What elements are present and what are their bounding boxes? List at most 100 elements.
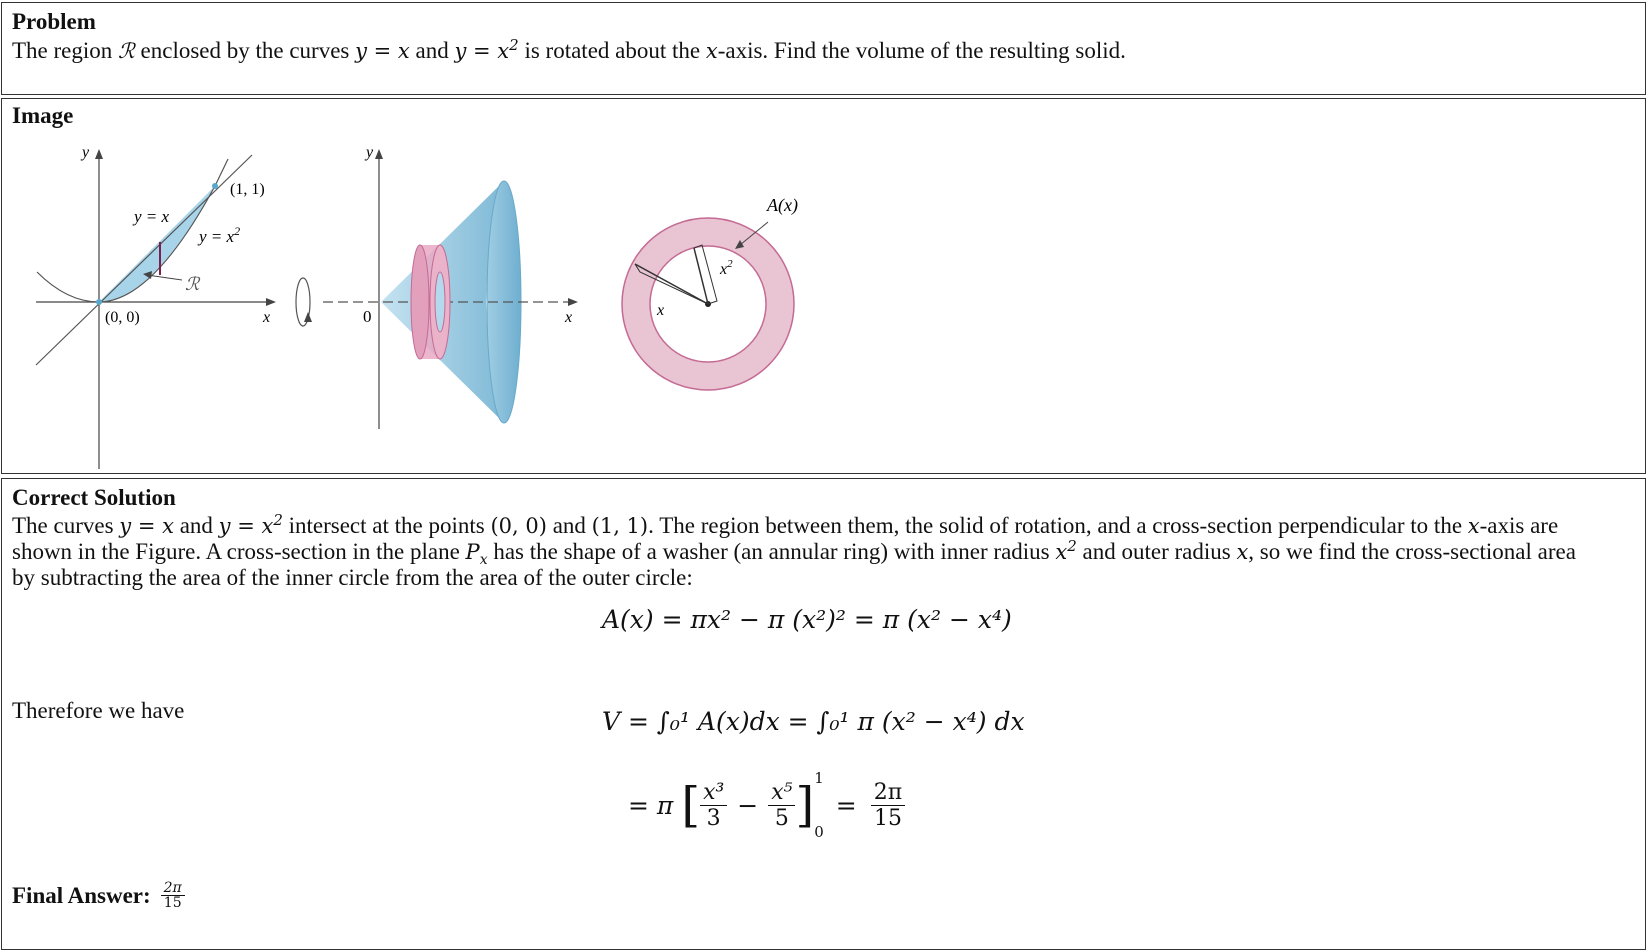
- inner-radius-line: [693, 247, 709, 305]
- sol-l1-curve-1: y = x: [119, 514, 174, 538]
- sol-l1-point-2: (1, 1): [591, 514, 649, 538]
- washer-hole: [434, 271, 446, 333]
- sol-l2-inner-base: x: [1055, 540, 1068, 564]
- outer-radius-line: [634, 263, 709, 305]
- eq3-frac-1: x³ 3: [700, 780, 728, 831]
- eq3-result-num: 2π: [870, 780, 906, 806]
- problem-text-3: is rotated about the: [524, 38, 701, 63]
- sol-l2-outer: x: [1236, 540, 1249, 564]
- solid-figure: y x 0: [323, 144, 578, 429]
- axis-var: x: [705, 39, 718, 63]
- eq3-lhs: = π: [628, 790, 674, 820]
- problem-text-2: enclosed by the curves: [140, 38, 350, 63]
- sol-l1-c2-exp: 2: [273, 511, 283, 529]
- line-y-equals-x: [35, 154, 253, 366]
- eq3-equals: =: [835, 790, 857, 820]
- eq3-minus: −: [737, 790, 759, 820]
- therefore-text: Therefore we have: [12, 698, 185, 723]
- curve-2-exp: 2: [509, 36, 519, 54]
- sol-l1-point-1: (0, 0): [490, 514, 547, 538]
- fig1-y-arrow-icon: [95, 149, 103, 159]
- label-point-origin: (0, 0): [105, 309, 140, 326]
- image-heading: Image: [12, 103, 74, 128]
- eq3-num-2: x⁵: [768, 780, 796, 806]
- eq3-result: 2π 15: [870, 780, 906, 831]
- washer-figure: A(x) x x2: [621, 195, 798, 391]
- problem-text-1: The region: [12, 38, 113, 63]
- sol-l2-t2: has the shape of a washer (an annular ri…: [493, 539, 1050, 564]
- washer-ring: [622, 218, 794, 390]
- equation-result: = π [ x³ 3 − x⁵ 5 ] 1 0 = 2π 15: [628, 769, 906, 841]
- area-label: A(x): [766, 195, 798, 216]
- region-figure: y x y = x y = x2 (1, 1) (0, 0) ℛ: [35, 144, 276, 469]
- area-pointer-arrow-icon: [735, 240, 744, 249]
- sol-l2-plane-base: P: [465, 540, 480, 564]
- sol-l1-t6: -axis are: [1479, 513, 1559, 538]
- fig2-x-label: x: [564, 309, 572, 326]
- origin-point: [96, 299, 102, 305]
- region-fill: [99, 186, 215, 302]
- area-pointer: [739, 221, 769, 246]
- fig2-origin-label: 0: [363, 307, 372, 326]
- image-box: Image y x: [1, 98, 1646, 474]
- sol-l2-inner-exp: 2: [1067, 537, 1077, 555]
- sol-l2-t1: shown in the Figure. A cross-section in …: [12, 539, 460, 564]
- problem-box: Problem The region ℛ enclosed by the cur…: [1, 2, 1646, 95]
- parabola-curve: [36, 158, 229, 303]
- eq3-result-den: 15: [873, 805, 902, 831]
- solution-line-3: by subtracting the area of the inner cir…: [12, 565, 693, 590]
- rotation-arrow-icon: [295, 277, 312, 327]
- sol-l1-t3: intersect at the points: [288, 513, 485, 538]
- sol-l2-plane: Px: [465, 540, 488, 568]
- fig1-y-label: y: [80, 144, 90, 161]
- final-num: 2π: [160, 881, 185, 896]
- sol-l1-c2-base: y = x: [218, 514, 274, 538]
- figure-svg: y x y = x y = x2 (1, 1) (0, 0) ℛ y x: [35, 144, 798, 469]
- eq3-den-1: 3: [706, 805, 721, 831]
- label-parabola: y = x2: [197, 224, 240, 246]
- eq3-upper-limit: 1: [814, 769, 824, 787]
- sol-l1-t4: and: [552, 513, 586, 538]
- eq3-close-bracket: ]: [795, 777, 815, 833]
- final-den: 15: [163, 895, 182, 911]
- fig1-x-arrow-icon: [266, 298, 276, 306]
- final-answer: Final Answer: 2π 15: [12, 881, 185, 910]
- inner-radius-bracket: [693, 244, 718, 305]
- problem-text-and: and: [415, 38, 449, 63]
- fig1-x-label: x: [262, 309, 270, 326]
- eq3-limits: 1 0: [814, 769, 824, 841]
- inner-radius-label: x2: [719, 258, 733, 278]
- sol-l1-t2: and: [179, 513, 213, 538]
- solution-line-1: The curves y = x and y = x2 intersect at…: [12, 512, 1558, 540]
- eq3-den-2: 5: [774, 805, 789, 831]
- outer-radius-label: x: [656, 302, 664, 319]
- washer-outer-edge: [621, 217, 795, 391]
- label-region: ℛ: [185, 274, 201, 294]
- sol-l2-t3: and outer radius: [1082, 539, 1231, 564]
- eq3-open-bracket: [: [681, 777, 701, 833]
- label-point-top: (1, 1): [230, 181, 265, 198]
- final-answer-value: 2π 15: [160, 881, 185, 911]
- sol-l1-t5: . The region between them, the solid of …: [648, 513, 1463, 538]
- eq3-frac-2: x⁵ 5: [768, 780, 796, 831]
- curve-1: y = x: [355, 39, 410, 63]
- curve-2: y = x2: [454, 36, 519, 64]
- solution-box: Correct Solution The curves y = x and y …: [1, 478, 1646, 950]
- final-answer-label: Final Answer:: [12, 883, 151, 908]
- eq3-lower-limit: 0: [814, 823, 824, 841]
- problem-text: The region ℛ enclosed by the curves y = …: [12, 37, 1126, 65]
- sol-l1-curve-2: y = x2: [218, 511, 283, 539]
- washer-back: [410, 244, 430, 360]
- solution-heading: Correct Solution: [12, 485, 176, 510]
- region-pointer-arrow-icon: [143, 271, 152, 279]
- problem-text-4: -axis. Find the volume of the resulting …: [717, 38, 1126, 63]
- fig2-y-arrow-icon: [375, 149, 383, 159]
- equation-area: A(x) = πx² − π (x²)² = π (x² − x⁴): [602, 605, 1012, 634]
- equation-volume: V = ∫₀¹ A(x)dx = ∫₀¹ π (x² − x⁴) dx: [602, 707, 1025, 736]
- outer-radius-bracket: [634, 263, 709, 305]
- curve-2-base: y = x: [454, 39, 510, 63]
- label-y-equals-x: y = x: [132, 207, 170, 226]
- fig2-y-label: y: [364, 144, 374, 161]
- problem-heading: Problem: [12, 9, 96, 34]
- region-symbol: ℛ: [118, 39, 135, 63]
